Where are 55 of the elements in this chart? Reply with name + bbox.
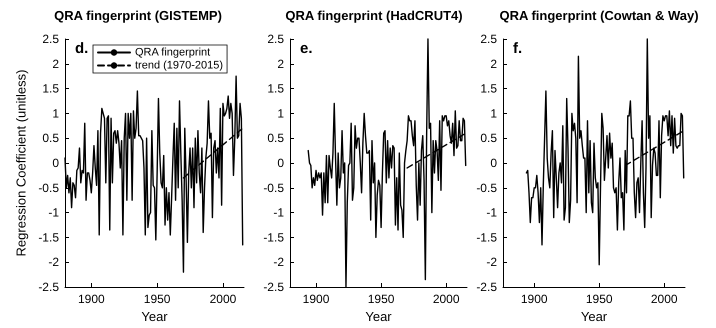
legend-label: QRA fingerprint xyxy=(135,46,210,58)
y-tick-label: 0.5 xyxy=(42,131,60,146)
x-tick-label: 1900 xyxy=(520,292,548,306)
y-tick-label: 1.5 xyxy=(42,82,60,96)
annotation: f. xyxy=(513,40,522,57)
y-tick-label: -0.5 xyxy=(263,180,284,195)
y-tick-label: 0 xyxy=(277,156,284,170)
y-tick-label: -1.5 xyxy=(476,230,498,244)
y-tick-label: 1 xyxy=(52,106,60,120)
y-tick-label: 1.5 xyxy=(480,82,498,96)
x-axis-title: Year xyxy=(141,308,168,324)
y-tick-label: 0.5 xyxy=(480,131,498,146)
y-tick-label: -1 xyxy=(486,206,498,220)
y-tick-label: 2.5 xyxy=(480,32,498,46)
chart-title: QRA fingerprint (Cowtan & Way) xyxy=(499,8,699,23)
y-tick-label: 2 xyxy=(52,56,60,71)
legend-label: trend (1970-2015) xyxy=(135,60,224,72)
x-tick-label: 2000 xyxy=(210,292,237,306)
y-tick-label: -0.5 xyxy=(38,180,60,195)
x-tick-label: 1950 xyxy=(144,292,171,306)
y-tick-label: 1.5 xyxy=(267,82,284,96)
y-tick-label: -1 xyxy=(48,206,60,220)
x-tick-label: 2000 xyxy=(650,292,678,306)
y-tick-label: 1 xyxy=(490,106,498,120)
chart-title: QRA fingerprint (GISTEMP) xyxy=(54,8,222,23)
x-tick-label: 2000 xyxy=(432,292,460,306)
y-tick-label: -1.5 xyxy=(263,230,284,244)
y-axis-title: Regression Coefficient (unitless) xyxy=(13,70,28,256)
chart-title: QRA fingerprint (HadCRUT4) xyxy=(285,8,463,23)
y-tick-label: -1 xyxy=(273,206,284,220)
x-axis-title: Year xyxy=(580,308,608,324)
y-tick-label: 0.5 xyxy=(267,131,284,146)
y-tick-label: -2.5 xyxy=(263,280,284,294)
y-tick-label: 2 xyxy=(490,56,498,71)
x-tick-label: 1900 xyxy=(302,292,330,306)
y-tick-label: -2 xyxy=(48,255,60,270)
y-tick-label: -2.5 xyxy=(38,280,60,294)
y-tick-label: 0 xyxy=(490,156,498,170)
y-tick-label: 2.5 xyxy=(267,32,284,46)
annotation: d. xyxy=(75,40,88,57)
line-series xyxy=(526,38,684,266)
annotation: e. xyxy=(300,40,313,57)
x-axis-title: Year xyxy=(365,308,392,324)
x-tick-label: 1950 xyxy=(368,292,395,306)
y-tick-label: -2 xyxy=(486,255,498,270)
y-tick-label: -2 xyxy=(273,255,284,270)
y-tick-label: -1.5 xyxy=(38,230,60,244)
y-tick-label: -0.5 xyxy=(476,180,498,195)
y-tick-label: -2.5 xyxy=(476,280,498,294)
y-tick-label: 2 xyxy=(277,56,284,71)
y-tick-label: 1 xyxy=(277,106,284,120)
y-tick-label: 0 xyxy=(52,156,60,170)
x-tick-label: 1900 xyxy=(78,292,105,306)
y-tick-label: 2.5 xyxy=(42,32,60,46)
x-tick-label: 1950 xyxy=(586,292,613,306)
